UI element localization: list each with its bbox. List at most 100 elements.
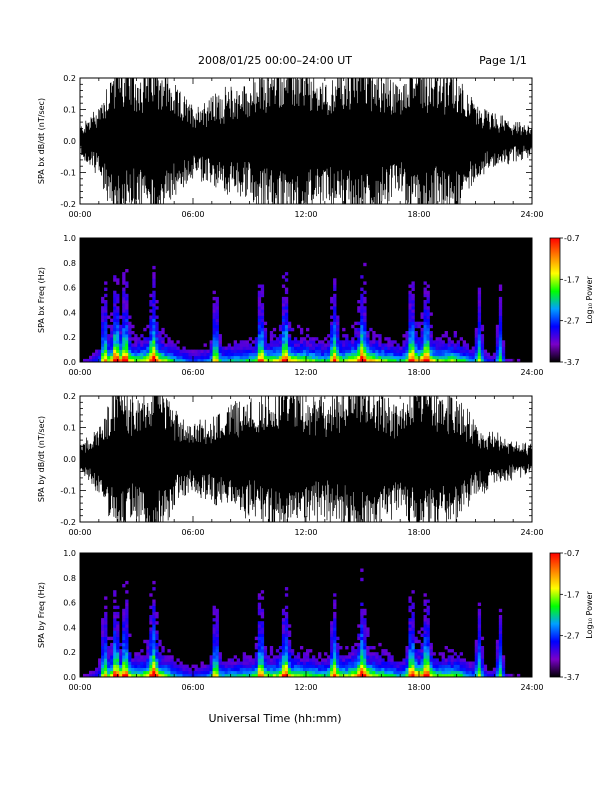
spectrogram-cell [284,327,289,332]
spectrogram-cell [348,667,352,672]
spectrogram-cell [474,358,479,363]
spectrogram-cell [233,355,237,360]
spectrogram-cell [357,649,361,653]
spectrogram-cell [414,667,418,672]
y-tick-label: 0.6 [63,284,76,293]
spectrogram-cell [281,309,286,313]
spectrogram-cell [420,312,424,316]
spectrogram-cell [101,315,105,319]
spectrogram-cell [399,667,403,672]
spectrogram-cell [149,352,153,357]
spectrogram-cell [287,334,292,338]
spectrogram-cell [215,337,219,341]
spectrogram-cell [336,334,340,338]
spectrogram-cell [218,667,222,672]
spectrogram-cell [164,334,168,338]
spectrogram-cell [387,352,391,357]
spectrogram-cell [405,658,409,662]
spectrogram-cell [101,358,105,363]
spectrogram-cell [257,296,262,301]
spectrogram-cell [257,321,262,326]
spectrogram-cell [104,343,108,347]
spectrogram-cell [363,667,367,672]
spectrogram-cell [315,670,319,675]
spectrogram-cell [477,646,482,650]
spectrogram-cell [369,670,373,675]
spectrogram-cell [146,670,150,675]
spectrogram-cell [357,658,361,662]
spectrogram-cell [516,358,521,363]
spectrogram-cell [459,664,463,668]
spectrogram-cell [339,355,343,360]
spectrogram-cell [164,349,168,353]
spectrogram-cell [327,340,331,344]
spectrogram-cell [465,661,470,665]
spectrogram-cell [357,349,361,353]
spectrogram-cell [339,340,343,344]
spectrogram-cell [248,670,253,675]
spectrogram-cell [104,673,108,678]
spectrogram-cell [116,630,120,634]
spectrogram-cell [366,655,370,659]
spectrogram-cell [336,664,340,668]
spectrogram-cell [435,670,439,675]
spectrogram-cell [429,664,433,668]
x-tick-label: 18:00 [407,210,430,219]
y-tick-label: 0.0 [63,455,76,464]
spectrogram-cell [251,673,256,678]
spectrogram-cell [333,642,337,647]
spectrogram-cell [381,346,385,350]
spectrogram-cell [447,664,451,668]
spectrogram-cell [302,661,307,665]
spectrogram-cell [131,664,135,668]
spectrogram-cell [372,349,376,353]
spectrogram-cell [477,321,482,326]
spectrogram-cell [257,664,262,668]
spectrogram-cell [104,621,108,625]
spectrogram-cell [492,667,497,672]
spectrogram-cell [459,358,463,363]
spectrogram-cell [86,358,90,363]
spectrogram-cell [414,655,418,659]
spectrogram-cell [330,658,334,662]
spectrogram-cell [170,340,174,344]
spectrogram-cell [293,661,298,665]
spectrogram-cell [209,658,213,662]
spectrogram-cell [284,331,289,335]
spectrogram-cell [173,352,177,357]
spectrogram-cell [486,670,491,675]
spectrogram-cell [116,340,120,344]
spectrogram-cell [327,670,331,675]
spectrogram-cell [411,324,415,329]
spectrogram-cell [113,593,117,597]
spectrogram-cell [459,349,463,353]
spectrogram-cell [420,633,424,637]
spectrogram-cell [293,655,298,659]
spectrogram-cell [426,608,430,613]
spectrogram-cell [281,667,286,672]
spectrogram-cell [176,664,180,668]
spectrogram-cell [411,318,415,322]
spectrogram-cell [278,327,283,332]
plot-frame [79,237,533,363]
spectrogram-cell [269,352,274,357]
spectrogram-cell [125,306,129,310]
spectrogram-cell [254,642,259,647]
spectrogram-cell [318,346,322,350]
spectrogram-cell [429,337,433,341]
spectrogram-cell [212,343,216,347]
spectrogram-cell [306,327,310,332]
spectrogram-cell [212,618,216,622]
spectrogram-cell [170,670,174,675]
spectrogram-cell [495,639,500,644]
spectrogram-cell [387,340,391,344]
spectrogram-cell [122,352,126,357]
spectrogram-cell [122,334,126,338]
spectrogram-cell [185,358,189,363]
spectrogram-cell [170,358,174,363]
spectrogram-cell [92,358,96,363]
spectrogram-cell [125,624,129,628]
spectrogram-cell [495,667,500,672]
spectrogram-cell [498,321,503,326]
spectrogram-cell [306,340,310,344]
